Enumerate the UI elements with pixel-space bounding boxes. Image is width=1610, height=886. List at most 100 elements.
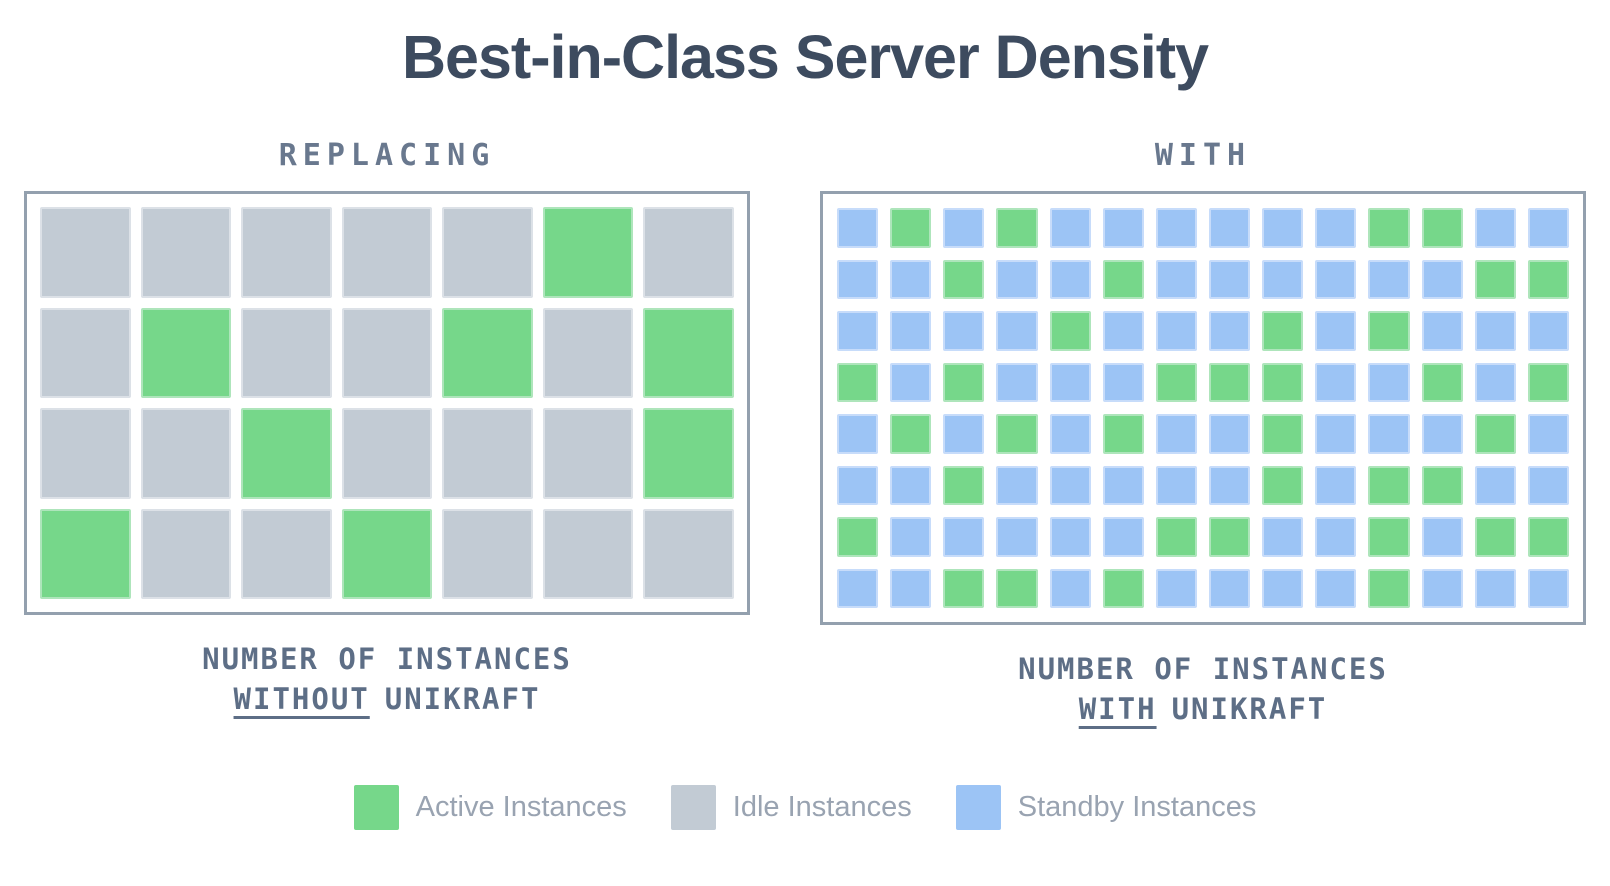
- active-instance-cell: [943, 465, 985, 505]
- standby-swatch-icon: [955, 785, 1001, 830]
- active-instance-cell: [140, 307, 232, 398]
- idle-instance-cell: [40, 408, 131, 499]
- standby-instance-cell: [943, 208, 985, 248]
- standby-instance-cell: [1155, 311, 1197, 351]
- active-instance-cell: [241, 408, 332, 499]
- legend-item-idle: Idle Instances: [670, 785, 912, 830]
- standby-instance-cell: [1368, 414, 1410, 454]
- standby-instance-cell: [890, 517, 932, 557]
- caption-line-2: WITHOUT UNIKRAFT: [202, 679, 572, 719]
- standby-instance-cell: [1102, 517, 1144, 557]
- standby-instance-cell: [837, 465, 879, 505]
- standby-instance-cell: [1527, 568, 1569, 608]
- idle-instance-cell: [40, 307, 131, 398]
- standby-instance-cell: [1315, 465, 1357, 505]
- standby-instance-cell: [1262, 517, 1304, 557]
- active-instance-cell: [890, 414, 932, 454]
- legend-item-standby: Standby Instances: [955, 785, 1257, 830]
- standby-instance-cell: [1155, 259, 1197, 299]
- standby-instance-cell: [1315, 311, 1357, 351]
- active-instance-cell: [1368, 568, 1410, 608]
- idle-instance-cell: [140, 207, 232, 298]
- standby-instance-cell: [1049, 414, 1091, 454]
- idle-instance-cell: [442, 508, 533, 599]
- active-instance-cell: [1155, 362, 1197, 402]
- standby-instance-cell: [1102, 208, 1144, 248]
- active-instance-cell: [1527, 517, 1569, 557]
- active-instance-cell: [1474, 517, 1516, 557]
- standby-instance-cell: [996, 465, 1038, 505]
- caption-suffix: UNIKRAFT: [384, 682, 541, 716]
- active-instance-cell: [1421, 465, 1463, 505]
- standby-instance-cell: [1421, 517, 1463, 557]
- standby-instance-cell: [1155, 208, 1197, 248]
- idle-swatch-icon: [670, 785, 716, 830]
- idle-instance-cell: [542, 508, 634, 599]
- caption-line-1: NUMBER OF INSTANCES: [1018, 652, 1388, 686]
- standby-instance-cell: [837, 311, 879, 351]
- standby-instance-cell: [1474, 465, 1516, 505]
- standby-instance-cell: [1421, 311, 1463, 351]
- active-instance-cell: [1208, 517, 1251, 557]
- active-instance-cell: [1102, 259, 1144, 299]
- standby-instance-cell: [1474, 362, 1516, 402]
- legend-label-active: Active Instances: [415, 791, 627, 823]
- standby-instance-cell: [943, 414, 985, 454]
- caption-with-unikraft: NUMBER OF INSTANCES WITH UNIKRAFT: [1018, 649, 1388, 729]
- standby-instance-cell: [1049, 568, 1091, 608]
- caption-line-2: WITH UNIKRAFT: [1018, 689, 1388, 729]
- legend-label-standby: Standby Instances: [1017, 791, 1257, 823]
- standby-instance-cell: [1474, 311, 1516, 351]
- idle-instance-cell: [40, 207, 131, 298]
- active-instance-cell: [996, 568, 1038, 608]
- standby-instance-cell: [837, 259, 879, 299]
- active-instance-cell: [643, 408, 734, 499]
- idle-instance-cell: [341, 207, 433, 298]
- standby-instance-cell: [1315, 259, 1357, 299]
- standby-instance-cell: [837, 568, 879, 608]
- active-instance-cell: [40, 508, 131, 599]
- standby-instance-cell: [837, 414, 879, 454]
- standby-instance-cell: [1208, 208, 1251, 248]
- active-instance-cell: [996, 208, 1038, 248]
- caption-suffix: UNIKRAFT: [1171, 692, 1328, 726]
- legend-item-active: Active Instances: [353, 785, 627, 830]
- standby-instance-cell: [1315, 568, 1357, 608]
- standby-instance-cell: [1262, 259, 1304, 299]
- standby-instance-cell: [1527, 208, 1569, 248]
- idle-instance-cell: [442, 408, 533, 499]
- active-instance-cell: [1421, 208, 1463, 248]
- instance-grid-without-unikraft: [24, 191, 750, 615]
- standby-instance-cell: [1262, 208, 1304, 248]
- standby-instance-cell: [1421, 568, 1463, 608]
- active-instance-cell: [996, 414, 1038, 454]
- active-instance-cell: [1368, 465, 1410, 505]
- active-instance-cell: [1155, 517, 1197, 557]
- active-instance-cell: [890, 208, 932, 248]
- panel-without-unikraft: REPLACING NUMBER OF INSTANCES WITHOUT UNI…: [24, 92, 750, 719]
- active-instance-cell: [643, 307, 734, 398]
- idle-instance-cell: [542, 408, 634, 499]
- standby-instance-cell: [1155, 414, 1197, 454]
- panel-heading-replacing: REPLACING: [278, 138, 496, 173]
- idle-instance-cell: [140, 508, 232, 599]
- standby-instance-cell: [890, 259, 932, 299]
- standby-instance-cell: [890, 568, 932, 608]
- comparison-panels: REPLACING NUMBER OF INSTANCES WITHOUT UNI…: [0, 92, 1610, 729]
- standby-instance-cell: [890, 362, 932, 402]
- active-instance-cell: [1527, 362, 1569, 402]
- legend: Active Instances Idle Instances Standby In…: [0, 785, 1610, 830]
- standby-instance-cell: [1049, 465, 1091, 505]
- active-instance-cell: [542, 207, 634, 298]
- standby-instance-cell: [1421, 414, 1463, 454]
- standby-instance-cell: [1102, 311, 1144, 351]
- idle-instance-cell: [241, 508, 332, 599]
- active-instance-cell: [1102, 414, 1144, 454]
- active-instance-cell: [1474, 414, 1516, 454]
- active-instance-cell: [1049, 311, 1091, 351]
- standby-instance-cell: [890, 311, 932, 351]
- idle-instance-cell: [341, 307, 433, 398]
- active-instance-cell: [837, 517, 879, 557]
- active-instance-cell: [1368, 517, 1410, 557]
